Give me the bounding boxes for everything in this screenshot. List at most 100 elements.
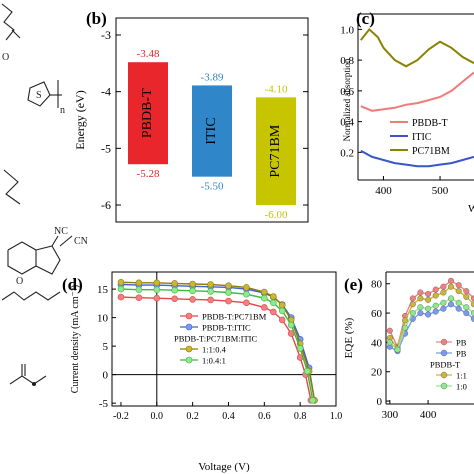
lumo-label: -4.10 bbox=[265, 83, 288, 95]
y-tick-label: 80 bbox=[371, 279, 383, 291]
material-label: PC71BM bbox=[268, 124, 283, 177]
legend-label: 1:1:0.4 bbox=[202, 345, 227, 355]
eqe-point-0 bbox=[448, 277, 455, 284]
jv-point-3 bbox=[207, 288, 214, 295]
homo-label: -5.28 bbox=[137, 168, 160, 180]
jv-point-2 bbox=[189, 280, 196, 288]
jv-point-2 bbox=[207, 281, 214, 288]
y-tick-label: 20 bbox=[371, 367, 383, 379]
jv-point-2 bbox=[243, 284, 250, 291]
eqe-point-1 bbox=[463, 310, 470, 317]
eqe-point-3 bbox=[425, 305, 432, 312]
x-tick-label: -0.2 bbox=[113, 411, 129, 422]
jv-point-0 bbox=[171, 295, 178, 303]
eqe-point-1 bbox=[440, 305, 447, 312]
legend-marker bbox=[185, 323, 193, 331]
eqe-point-2 bbox=[471, 301, 474, 308]
y-tick-label: 40 bbox=[371, 337, 383, 349]
acceptor-ring bbox=[35, 245, 61, 275]
eqe-point-0 bbox=[432, 286, 439, 293]
legend-label: PB bbox=[456, 338, 467, 348]
absorption-line-1 bbox=[360, 149, 474, 168]
jv-point-3 bbox=[269, 299, 277, 307]
eqe-point-0 bbox=[386, 327, 393, 334]
jv-point-0 bbox=[135, 294, 143, 302]
legend-marker bbox=[440, 371, 448, 379]
y-axis-label: Current density (mA cm⁻²) bbox=[70, 285, 81, 394]
legend-marker bbox=[185, 345, 193, 353]
eqe-point-1 bbox=[432, 308, 439, 315]
energy-bar-2 bbox=[256, 97, 296, 205]
ring-label-o: O bbox=[2, 52, 9, 63]
eqe-point-3 bbox=[432, 302, 439, 309]
legend-label: PBDB-T bbox=[412, 118, 448, 129]
cyano-label-1: NC bbox=[54, 226, 68, 237]
plot-frame bbox=[111, 271, 337, 407]
jv-point-0 bbox=[269, 308, 277, 316]
jv-point-3 bbox=[287, 321, 295, 329]
eqe-point-0 bbox=[463, 288, 470, 295]
y-axis-label: Normalized absorption bbox=[342, 58, 352, 141]
legend-label: 1:0.4:1 bbox=[202, 356, 226, 366]
legend-label: PB bbox=[456, 349, 467, 359]
eqe-point-3 bbox=[471, 310, 474, 317]
y-tick-label: -4 bbox=[101, 85, 111, 99]
eqe-point-3 bbox=[394, 346, 401, 353]
eqe-point-0 bbox=[455, 282, 462, 289]
eqe-point-2 bbox=[432, 292, 439, 299]
jv-point-2 bbox=[153, 279, 161, 287]
y-tick-label: 0.8 bbox=[340, 55, 354, 67]
legend-label: PBDB-T:PC71BM:ITIC bbox=[174, 334, 258, 344]
jv-point-3 bbox=[225, 289, 232, 296]
eqe-point-2 bbox=[463, 293, 470, 300]
y-tick-label: 10 bbox=[97, 313, 109, 325]
jv-point-2 bbox=[135, 279, 143, 287]
absorption-chart: 0.2 0.4 0.6 0.8 1.0 400 500 Normalized absorpti… bbox=[340, 13, 474, 215]
jv-point-3 bbox=[309, 396, 317, 404]
legend-marker bbox=[440, 338, 448, 346]
y-tick-label: 5 bbox=[103, 341, 109, 353]
eqe-point-2 bbox=[448, 283, 455, 290]
jv-point-0 bbox=[260, 304, 268, 311]
absorption-line-2 bbox=[360, 27, 474, 68]
y-tick-label: 0 bbox=[103, 370, 109, 382]
x-tick-label: 300 bbox=[382, 409, 399, 421]
repeat-unit-n: n bbox=[60, 105, 65, 116]
x-tick-label: 400 bbox=[420, 409, 437, 421]
y-tick-label: 0.6 bbox=[340, 86, 354, 98]
eqe-point-3 bbox=[440, 299, 447, 306]
panel-label-e: (e) bbox=[344, 275, 363, 294]
eqe-point-1 bbox=[448, 301, 455, 308]
x-tick-label: 0.4 bbox=[222, 411, 235, 422]
y-tick-label: 0.4 bbox=[340, 117, 354, 129]
ring-label-s: S bbox=[36, 90, 42, 101]
legend-label: PBDB-T:PC71BM bbox=[202, 312, 267, 322]
legend-label: PBDB-T bbox=[430, 360, 461, 370]
jv-point-2 bbox=[225, 282, 232, 290]
lumo-label: -3.89 bbox=[201, 71, 224, 83]
material-label: PBDB-T bbox=[140, 88, 155, 138]
eqe-point-2 bbox=[455, 288, 462, 295]
acceptor-end-group bbox=[7, 241, 37, 275]
jv-point-0 bbox=[225, 297, 232, 305]
panel-label-d: (d) bbox=[62, 275, 83, 294]
eqe-point-0 bbox=[409, 295, 416, 302]
eqe-point-2 bbox=[425, 296, 432, 303]
y-axis-label: Energy (eV) bbox=[73, 90, 87, 149]
eqe-point-2 bbox=[402, 317, 409, 324]
homo-label: -6.00 bbox=[265, 209, 288, 221]
jv-point-3 bbox=[278, 307, 286, 315]
jv-curve-chart: -5 0 5 10 15 -0.2 0.0 0.2 0.4 0.6 0.8 1.0 Voltage (V… bbox=[70, 271, 342, 473]
alkyl-chain-2 bbox=[3, 169, 21, 205]
jv-point-3 bbox=[135, 286, 143, 294]
jv-point-3 bbox=[189, 287, 196, 295]
legend-marker bbox=[440, 349, 448, 357]
panel-label-b: (b) bbox=[86, 9, 107, 28]
jv-point-3 bbox=[171, 286, 178, 294]
x-tick-label: 400 bbox=[375, 185, 392, 197]
y-tick-label: 60 bbox=[371, 308, 383, 320]
eqe-point-1 bbox=[425, 311, 432, 318]
eqe-point-2 bbox=[417, 295, 424, 302]
